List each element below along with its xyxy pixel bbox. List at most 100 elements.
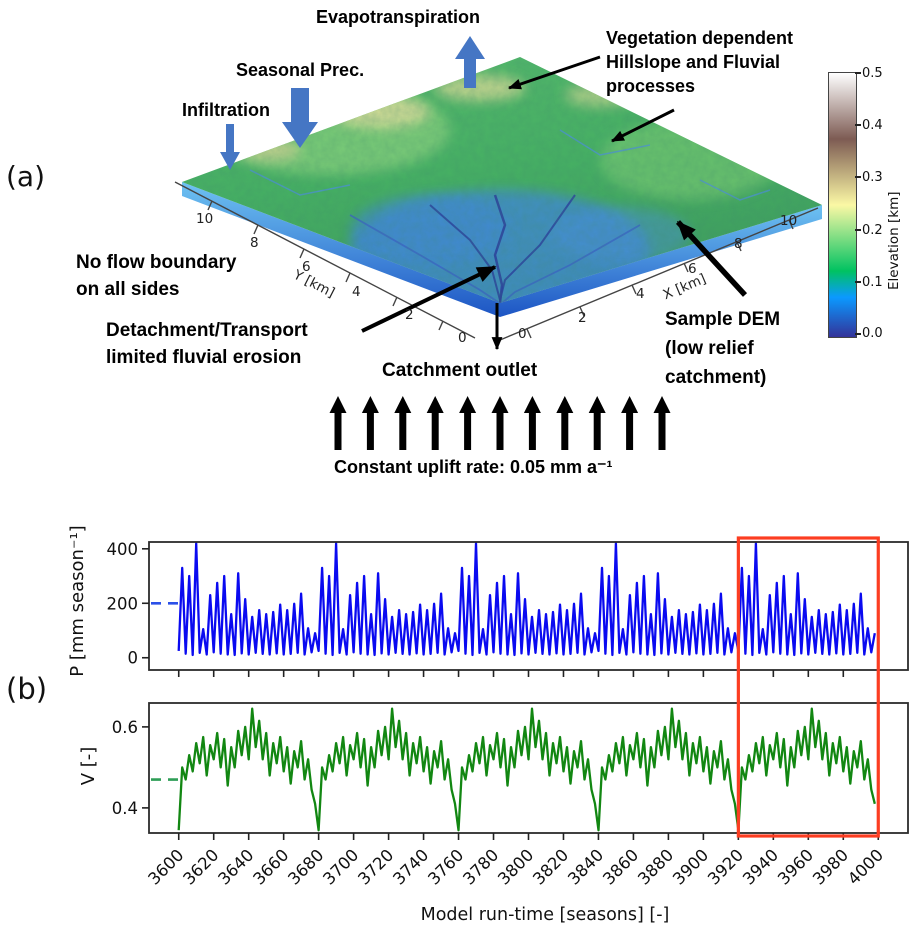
x-tick-6: 6 bbox=[688, 261, 697, 277]
uplift-arrows bbox=[329, 396, 671, 450]
uplift-arrow-icon bbox=[394, 396, 412, 450]
runtime-tick-label: 3640 bbox=[214, 845, 257, 888]
uplift-arrow-icon bbox=[653, 396, 671, 450]
infiltration-arrow-icon bbox=[220, 124, 240, 170]
evapotranspiration-label: Evapotranspiration bbox=[316, 7, 481, 27]
detachment-arrow bbox=[361, 265, 497, 333]
y-tick-10: 10 bbox=[196, 211, 214, 227]
uplift-arrow-icon bbox=[361, 396, 379, 450]
vegetation-cover-ytick-label: 0.6 bbox=[112, 718, 138, 737]
cb-tick-05: 0.5 bbox=[862, 66, 883, 81]
runtime-tick-label: 3620 bbox=[179, 845, 222, 888]
uplift-arrow-icon bbox=[329, 396, 347, 450]
seasonal-prec-label: Seasonal Prec. bbox=[236, 60, 365, 80]
panel-b-label: (b) bbox=[6, 672, 48, 706]
x-tick-4: 4 bbox=[636, 286, 645, 302]
y-tick-8: 8 bbox=[250, 235, 259, 251]
uplift-arrow-icon bbox=[621, 396, 639, 450]
vegetation-label: Vegetation dependent Hillslope and Fluvi… bbox=[606, 26, 793, 98]
runtime-tick-label: 3920 bbox=[704, 845, 747, 888]
no-flow-label-line2: on all sides bbox=[76, 279, 180, 300]
dem-axes bbox=[174, 181, 819, 341]
runtime-tick-label: 3660 bbox=[249, 845, 292, 888]
runtime-tick-label: 3760 bbox=[424, 845, 467, 888]
dem-right-wall bbox=[500, 205, 822, 317]
cb-tick-04: 0.4 bbox=[862, 118, 883, 133]
sample-dem-arrow bbox=[675, 220, 748, 297]
vegetation-cover-ytick-label: 0.4 bbox=[112, 799, 138, 818]
dem-left-wall bbox=[182, 182, 500, 317]
runtime-tick-label: 3720 bbox=[354, 845, 397, 888]
elevation-colorbar bbox=[828, 72, 857, 338]
x-tick-10: 10 bbox=[780, 213, 798, 229]
runtime-tick-label: 3880 bbox=[634, 845, 677, 888]
vegetation-cover-line bbox=[177, 707, 876, 832]
cb-tickmark bbox=[855, 229, 861, 231]
cb-tickmark bbox=[855, 176, 861, 178]
cb-tick-02: 0.2 bbox=[862, 223, 883, 238]
timeseries-charts: 0 200 400 0.4 0.6 360036203640366036803700372… bbox=[107, 536, 909, 889]
vegetation-label-line1: Vegetation dependent bbox=[606, 28, 794, 48]
uplift-rate-label: Constant uplift rate: 0.05 mm a⁻¹ bbox=[334, 457, 613, 477]
runtime-axis-label: Model run-time [seasons] [-] bbox=[420, 905, 670, 925]
x-axis-line bbox=[499, 207, 819, 341]
vegetation-label-line2: Hillslope and Fluvial bbox=[606, 52, 781, 72]
catchment-outlet-label: Catchment outlet bbox=[382, 360, 538, 381]
y-axis-ticks bbox=[207, 200, 444, 331]
runtime-tick-label: 4000 bbox=[844, 845, 887, 888]
vegetation-arrow-1 bbox=[507, 55, 601, 90]
detachment-label-line2: limited fluvial erosion bbox=[106, 347, 302, 368]
seasonal-precipitation-ytick-label: 0 bbox=[128, 649, 139, 668]
evapotranspiration-arrow-icon bbox=[455, 36, 485, 88]
runtime-tick-label: 3820 bbox=[529, 845, 572, 888]
highlight-box bbox=[736, 536, 880, 838]
vegetation-label-line3: processes bbox=[606, 76, 696, 96]
seasonal-precipitation-arrow-icon bbox=[282, 88, 318, 148]
y-axis-line bbox=[174, 181, 476, 339]
runtime-tick-label: 3860 bbox=[599, 845, 642, 888]
annotation-arrows bbox=[361, 55, 748, 351]
seasonal-precipitation-ytick-label: 200 bbox=[107, 594, 139, 613]
p-axis-label: P [mm season⁻¹] bbox=[67, 525, 88, 677]
cb-tick-01: 0.1 bbox=[862, 275, 883, 290]
y-tick-6: 6 bbox=[302, 259, 311, 275]
colorbar-label: Elevation [km] bbox=[886, 191, 902, 290]
runtime-tick-label: 3800 bbox=[494, 845, 537, 888]
panel-a-label: (a) bbox=[6, 160, 46, 193]
infiltration-label: Infiltration bbox=[182, 100, 270, 120]
detachment-label: Detachment/Transport limited fluvial ero… bbox=[106, 317, 308, 371]
uplift-arrow-icon bbox=[459, 396, 477, 450]
runtime-tick-label: 3900 bbox=[669, 845, 712, 888]
seasonal-precipitation-line bbox=[177, 542, 876, 657]
runtime-tick-label: 3680 bbox=[284, 845, 327, 888]
uplift-arrow-icon bbox=[426, 396, 444, 450]
v-axis-label: V [-] bbox=[78, 746, 99, 786]
cb-tickmark bbox=[855, 124, 861, 126]
x-axis-ticks bbox=[526, 219, 794, 339]
x-tick-0: 0 bbox=[518, 326, 527, 342]
runtime-tick-label: 3600 bbox=[144, 845, 187, 888]
detachment-label-line1: Detachment/Transport bbox=[106, 320, 308, 341]
seasonal-precipitation-ytick-label: 400 bbox=[107, 540, 139, 559]
cb-tick-00: 0.0 bbox=[862, 326, 883, 341]
runtime-tick-label: 3780 bbox=[459, 845, 502, 888]
runtime-tick-label: 3940 bbox=[739, 845, 782, 888]
runtime-tick-label: 3980 bbox=[809, 845, 852, 888]
runtime-tick-label: 3960 bbox=[774, 845, 817, 888]
y-tick-2: 2 bbox=[405, 307, 414, 323]
cb-tick-03: 0.3 bbox=[862, 170, 883, 185]
y-tick-4: 4 bbox=[352, 284, 361, 300]
dem-terrain bbox=[182, 57, 822, 317]
cb-tickmark bbox=[855, 333, 861, 335]
uplift-arrow-icon bbox=[588, 396, 606, 450]
runtime-tick-label: 3840 bbox=[564, 845, 607, 888]
sample-dem-label-line2: (low relief bbox=[665, 338, 754, 359]
uplift-arrow-icon bbox=[491, 396, 509, 450]
uplift-arrow-icon bbox=[556, 396, 574, 450]
cb-tickmark bbox=[855, 281, 861, 283]
runtime-tick-label: 3700 bbox=[319, 845, 362, 888]
x-tick-8: 8 bbox=[734, 236, 743, 252]
no-flow-label-line1: No flow boundary bbox=[76, 252, 237, 273]
